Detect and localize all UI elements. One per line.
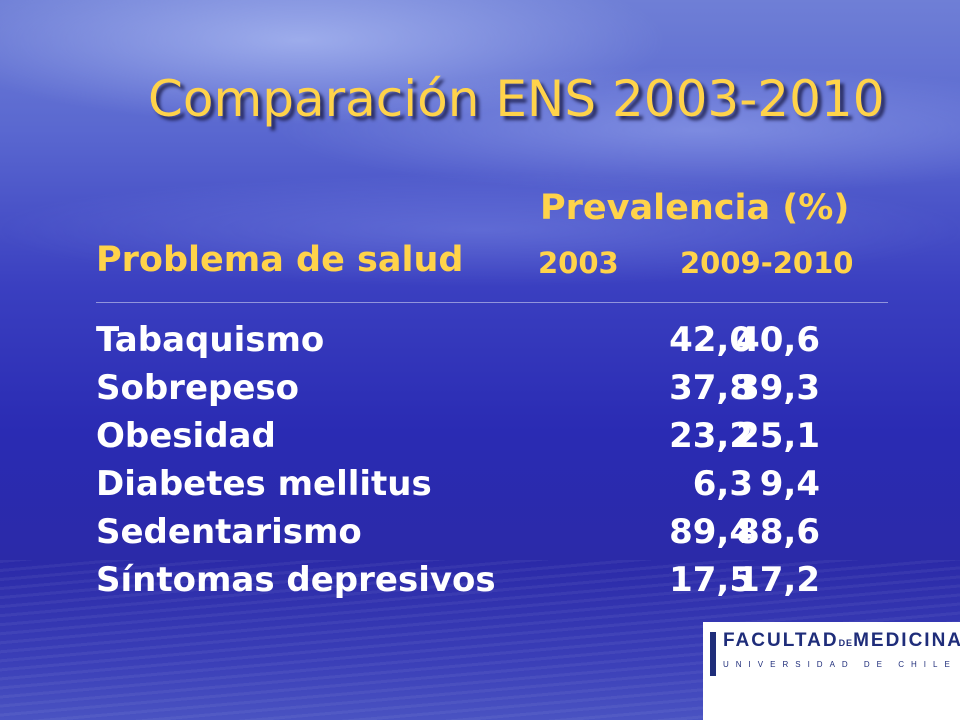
row-label: Sobrepeso bbox=[96, 368, 300, 408]
row-label: Diabetes mellitus bbox=[96, 464, 432, 504]
prevalence-table: Tabaquismo 42,0 40,6 Sobrepeso 37,8 39,3… bbox=[96, 320, 876, 608]
table-row: Obesidad 23,2 25,1 bbox=[96, 416, 876, 464]
prevalence-header: Prevalencia (%) bbox=[540, 188, 850, 228]
logo-title: FACULTADDEMEDICINA bbox=[723, 630, 960, 652]
row-label: Sedentarismo bbox=[96, 512, 362, 552]
value-2009-2010: 88,6 bbox=[736, 512, 820, 552]
year-2009-2010-header: 2009-2010 bbox=[680, 246, 854, 280]
value-2003: 89,4 bbox=[669, 512, 753, 552]
faculty-logo: FACULTADDEMEDICINA UNIVERSIDAD DE CHILE bbox=[703, 622, 960, 720]
table-row: Sedentarismo 89,4 88,6 bbox=[96, 512, 876, 560]
value-2009-2010: 39,3 bbox=[736, 368, 820, 408]
row-label: Síntomas depresivos bbox=[96, 560, 496, 600]
year-2003-header: 2003 bbox=[538, 246, 619, 280]
table-row: Síntomas depresivos 17,5 17,2 bbox=[96, 560, 876, 608]
header-divider bbox=[96, 302, 888, 303]
table-row: Sobrepeso 37,8 39,3 bbox=[96, 368, 876, 416]
value-2003: 42,0 bbox=[669, 320, 753, 360]
health-problem-header: Problema de salud bbox=[96, 240, 464, 280]
table-row: Tabaquismo 42,0 40,6 bbox=[96, 320, 876, 368]
value-2003: 23,2 bbox=[669, 416, 753, 456]
row-label: Tabaquismo bbox=[96, 320, 325, 360]
slide-title: Comparación ENS 2003-2010 bbox=[148, 70, 885, 128]
value-2003: 17,5 bbox=[669, 560, 753, 600]
logo-word-de: DE bbox=[838, 638, 854, 648]
logo-word-facultad: FACULTAD bbox=[723, 630, 839, 651]
value-2009-2010: 40,6 bbox=[736, 320, 820, 360]
row-label: Obesidad bbox=[96, 416, 276, 456]
table-row: Diabetes mellitus 6,3 9,4 bbox=[96, 464, 876, 512]
logo-word-medicina: MEDICINA bbox=[853, 630, 960, 651]
value-2009-2010: 17,2 bbox=[736, 560, 820, 600]
logo-subtitle: UNIVERSIDAD DE CHILE bbox=[723, 660, 957, 669]
value-2009-2010: 9,4 bbox=[759, 464, 820, 504]
value-2003: 37,8 bbox=[669, 368, 753, 408]
logo-bar bbox=[710, 632, 716, 676]
value-2009-2010: 25,1 bbox=[736, 416, 820, 456]
value-2003: 6,3 bbox=[692, 464, 753, 504]
